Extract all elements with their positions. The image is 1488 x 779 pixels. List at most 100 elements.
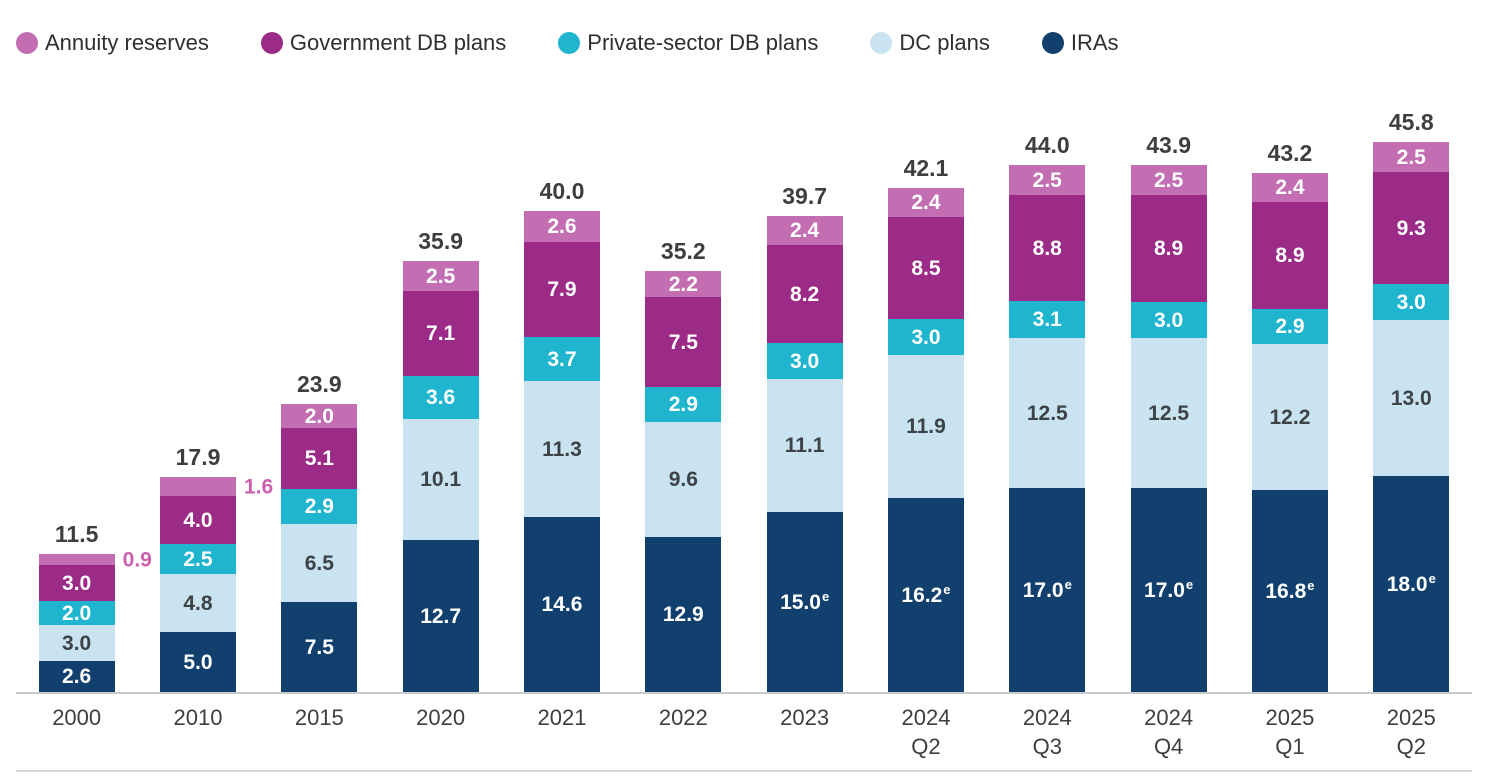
segment-private-sector-db-plans: 2.9 [645,387,722,422]
segment-value-label: 4.0 [183,508,213,532]
x-axis-labels: 2000 2010 2015 2020 2021 2022 2023 2024 Q2 2024 Q3… [16,694,1472,761]
segment-value-label: 2.5 [426,264,456,288]
segment-annuity-reserves: 2.5 [1130,165,1207,195]
bar-column-2021: 40.0 2.6 7.9 3.7 11.3 14.6 [501,180,622,692]
stacked-bar-2015: 2.0 5.1 2.9 6.5 7.5 [281,404,358,692]
estimate-superscript: e [1185,576,1194,592]
bar-total-label: 23.9 [296,371,342,397]
x-axis-label-line: 2024 [901,705,951,730]
stacked-bar-2021: 2.6 7.9 3.7 11.3 14.6 [523,211,600,692]
stacked-bar-2024-q3: 2.5 8.8 3.1 12.5 17.0e [1009,165,1086,692]
legend-label: Annuity reserves [45,30,209,55]
segment-iras: 16.2e [887,498,964,692]
legend-dot-icon [870,32,893,54]
segment-dc-plans: 12.5 [1009,338,1086,488]
x-axis-label-2025-q1: 2025 Q1 [1229,694,1350,761]
segment-value-label: 17.0e [1144,576,1194,602]
segment-value-label: 3.1 [1032,308,1062,331]
bar-column-2010: 17.9 1.6 4.0 2.5 4.8 5.0 [137,446,273,692]
segment-private-sector-db-plans: 3.1 [1009,301,1086,338]
stacked-bar-2020: 2.5 7.1 3.6 10.1 12.7 [402,261,479,692]
segment-dc-plans: 6.5 [281,524,358,602]
segment-value-label: 3.0 [1396,290,1426,314]
bar-column-2000: 11.5 0.9 3.0 2.0 3.0 2.6 [16,523,152,692]
x-axis-label-2015: 2015 [259,694,380,761]
x-axis-label-2024-q3: 2024 Q3 [987,694,1108,761]
bar-column-2025-q1: 43.2 2.4 8.9 2.9 12.2 16.8e [1229,142,1350,692]
segment-value-label: 3.0 [62,631,92,655]
x-axis-label-line: Q4 [1153,734,1184,760]
legend-dot-icon [1041,32,1064,54]
x-axis-label-2023: 2023 [744,694,865,761]
estimate-superscript: e [943,581,951,597]
segment-private-sector-db-plans: 3.7 [523,337,600,381]
x-axis-label-line: 2025 [1386,705,1436,730]
segment-value-label: 2.9 [668,393,698,416]
segment-iras: 17.0e [1009,488,1086,692]
segment-annuity-reserves: 1.6 [159,476,273,497]
legend-item-annuity-reserves: Annuity reserves [16,30,209,56]
segment-value-label: 6.5 [304,551,334,575]
segment-value-label: 11.9 [906,415,946,438]
stacked-bar-2000: 0.9 3.0 2.0 3.0 2.6 [38,549,152,692]
x-axis-label-2025-q2: 2025 Q2 [1351,694,1472,761]
x-axis-label-2000: 2000 [16,694,137,761]
bar-total-label: 45.8 [1388,109,1434,135]
segment-value-label: 1.6 [243,475,274,498]
segment-dc-plans: 12.5 [1130,338,1207,488]
segment-value-label: 2.4 [790,219,820,242]
segment-value-label: 2.5 [183,547,213,571]
segment-value-label: 8.9 [1275,244,1305,267]
x-axis-label-line: 2015 [294,705,344,730]
stacked-bar-2025-q2: 2.5 9.3 3.0 13.0 18.0e [1373,142,1450,692]
segment-value-label: 12.2 [1269,405,1311,429]
segment-annuity-reserves: 2.6 [523,211,600,242]
bar-column-2025-q2: 45.8 2.5 9.3 3.0 13.0 18.0e [1351,111,1472,692]
bar-total-label: 43.2 [1267,140,1313,166]
x-axis-label-line: Q2 [911,734,941,760]
stacked-bar-2023: 2.4 8.2 3.0 11.1 15.0e [766,216,843,692]
segment-annuity-reserves: 2.5 [1009,165,1086,195]
segment-annuity-reserves: 2.0 [281,404,358,428]
bar-total-label: 40.0 [539,178,585,204]
segment-iras: 17.0e [1130,488,1207,692]
stacked-bar-chart: 11.5 0.9 3.0 2.0 3.0 2.6 17.9 1.6 4.0 2.5 4.8 5.0 23… [16,96,1472,761]
stacked-bar-2025-q1: 2.4 8.9 2.9 12.2 16.8e [1251,173,1328,692]
segment-value-label: 17.0e [1022,576,1072,602]
legend-item-private-sector-db-plans: Private-sector DB plans [558,30,818,56]
segment-value-label: 2.2 [668,272,698,296]
segment-private-sector-db-plans: 2.9 [281,489,358,524]
legend-dot-icon [16,32,38,54]
bar-total-label: 39.7 [782,183,828,209]
segment-value-label: 13.0 [1390,386,1432,410]
segment-value-label: 8.5 [911,256,941,280]
segment-private-sector-db-plans: 2.0 [38,601,115,625]
estimate-superscript: e [1064,576,1072,592]
segment-value-label: 4.8 [183,591,213,615]
segment-value-label: 2.5 [1154,168,1184,192]
segment-annuity-reserves: 2.5 [1373,142,1450,172]
x-axis-label-line: Q2 [1396,734,1426,760]
segment-dc-plans: 9.6 [645,422,722,537]
x-axis-label-line: 2021 [537,705,587,730]
segment-value-label: 0.9 [122,548,152,571]
segment-value-label: 3.7 [547,347,577,371]
segment-iras: 7.5 [281,602,358,692]
segment-government-db-plans: 9.3 [1373,172,1450,284]
segment-government-db-plans: 8.8 [1009,195,1086,301]
stacked-bar-2010: 1.6 4.0 2.5 4.8 5.0 [159,476,273,692]
segment-dc-plans: 13.0 [1373,320,1450,476]
segment-value-label: 12.5 [1026,401,1068,425]
segment-private-sector-db-plans: 3.0 [766,343,843,379]
segment-annuity-reserves: 0.9 [38,549,152,570]
segment-value-label: 14.6 [541,593,583,616]
x-axis-label-2024-q2: 2024 Q2 [865,694,986,761]
segment-iras: 2.6 [38,661,115,692]
segment-government-db-plans: 8.5 [887,217,964,319]
bar-total-label: 42.1 [903,155,949,181]
segment-government-db-plans: 7.9 [523,242,600,337]
segment-iras: 18.0e [1373,476,1450,692]
legend-label: Government DB plans [289,30,507,55]
x-axis-label-2010: 2010 [137,694,258,761]
segment-annuity-reserves: 2.4 [766,216,843,245]
